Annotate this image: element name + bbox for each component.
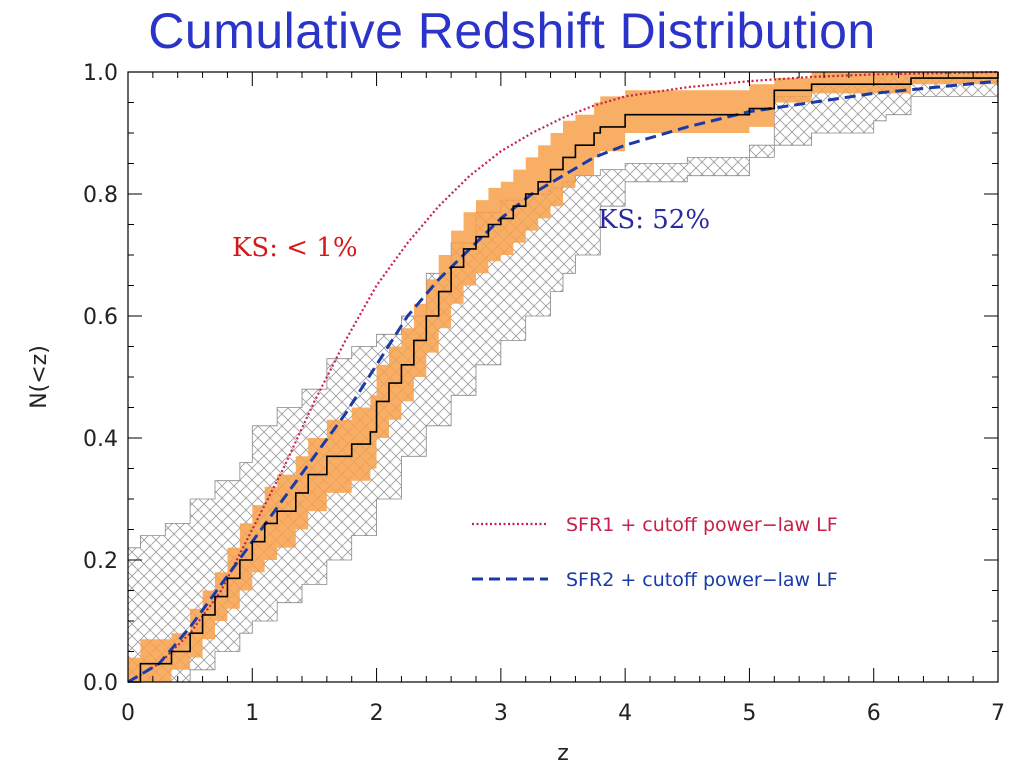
x-tick-label: 6 [867,701,881,726]
ks-right-annotation: KS: 52% [598,205,710,235]
x-tick-label: 2 [370,701,384,726]
orange-band [128,72,998,682]
observed-step-line [128,72,999,683]
ks-left-annotation: KS: < 1% [232,233,358,263]
legend-label-sfr1: SFR1 + cutoff power−law LF [566,514,838,536]
slide-title: Cumulative Redshift Distribution [148,3,876,59]
x-tick-label: 7 [991,701,1005,726]
series-sfr1-line [127,70,999,683]
x-tick-label: 4 [618,701,632,726]
y-tick-label: 0.0 [83,671,118,696]
y-tick-label: 0.4 [83,427,118,452]
step-line-layer [128,72,999,683]
y-tick-label: 0.2 [83,549,118,574]
x-tick-label: 0 [121,701,135,726]
legend-label-sfr2: SFR2 + cutoff power−law LF [566,569,838,591]
x-tick-label: 3 [494,701,508,726]
axis-ticks [127,71,999,683]
y-axis-label: N(<z) [27,345,52,409]
x-axis-label: z [557,741,569,766]
y-tick-label: 1.0 [83,61,118,86]
axis-tick-labels: 0 1 2 3 4 5 6 7 0.0 0.2 0.4 0.6 0.8 1.0 [83,61,1005,726]
x-tick-label: 5 [742,701,756,726]
legend: SFR1 + cutoff power−law LF SFR2 + cutoff… [472,514,838,591]
x-tick-label: 1 [245,701,259,726]
y-tick-label: 0.8 [83,183,118,208]
orange-band-layer [128,72,998,682]
y-tick-label: 0.6 [83,305,118,330]
